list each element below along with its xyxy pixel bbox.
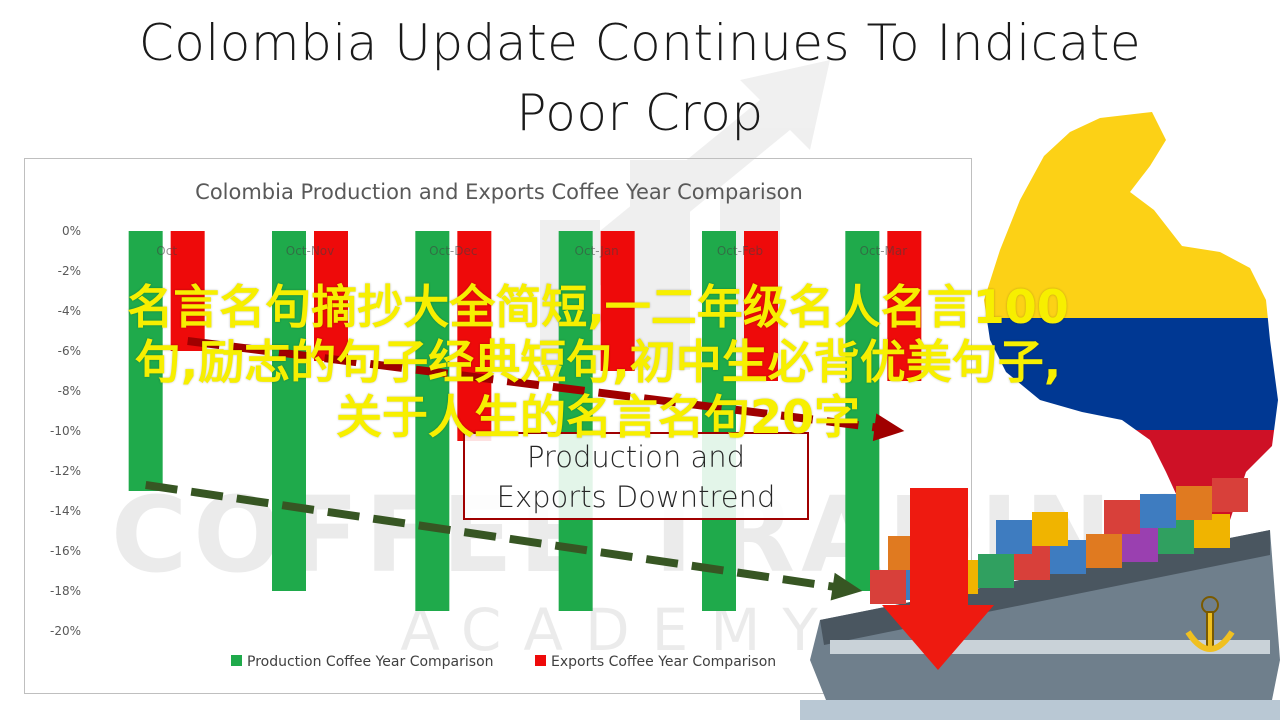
downtrend-line-2: Exports Downtrend — [496, 480, 776, 514]
y-tick-label: -6% — [58, 344, 81, 358]
legend-production-label: Production Coffee Year Comparison — [247, 654, 494, 670]
legend: Production Coffee Year Comparison Exports… — [231, 654, 776, 670]
category-label: Oct-Nov — [286, 244, 335, 258]
headline-line-1: Colombia Update Continues To Indicate — [138, 14, 1142, 72]
production-trend-arrowhead — [830, 572, 863, 601]
y-tick-label: -12% — [50, 464, 81, 478]
y-tick-label: -10% — [50, 424, 81, 438]
production-bar — [128, 231, 163, 491]
headline-line-2: Poor Crop — [516, 84, 764, 142]
production-bar — [272, 231, 306, 591]
category-label: Oct-Dec — [429, 244, 477, 258]
y-tick-label: -2% — [58, 264, 81, 278]
exports-bar — [314, 231, 348, 361]
red-down-arrow — [882, 488, 994, 670]
chart-frame: Colombia Production and Exports Coffee Y… — [24, 158, 972, 694]
y-tick-label: -16% — [50, 544, 81, 558]
legend-exports-label: Exports Coffee Year Comparison — [551, 654, 776, 670]
overlay-caption: 名言名句摘抄大全简短,一二年级名人名言100 句,励志的句子经典短句,初中生必背… — [8, 280, 1188, 445]
category-label: Oct-Mar — [859, 244, 907, 258]
production-trend-arrow — [145, 481, 842, 592]
watermark-sub: ACADEMY — [400, 596, 840, 664]
y-tick-label: -8% — [58, 384, 81, 398]
legend-exports-swatch — [535, 655, 546, 666]
coffee-comparison-chart: Colombia Production and Exports Coffee Y… — [50, 180, 922, 670]
category-labels: Oct Oct-Nov Oct-Dec Oct-Jan Oct-Feb Oct-Mar — [156, 244, 907, 258]
anchor-icon — [1185, 596, 1235, 652]
exports-trend-arrowhead — [872, 413, 905, 442]
y-tick-label: -4% — [58, 304, 81, 318]
colombia-map-ship-illustration — [800, 112, 1280, 720]
category-label: Oct-Jan — [575, 244, 619, 258]
trendlines — [145, 337, 905, 601]
y-tick-label: -18% — [50, 584, 81, 598]
exports-bar — [600, 231, 635, 371]
overlay-line-2: 句,励志的句子经典短句,初中生必背优美句子, — [134, 335, 1062, 389]
y-tick-label: 0% — [62, 224, 81, 238]
category-label: Oct-Feb — [717, 244, 763, 258]
exports-bar — [170, 231, 205, 351]
exports-bar — [887, 231, 922, 381]
headline: Colombia Update Continues To Indicate Po… — [0, 8, 1280, 148]
y-axis: 0% -2% -4% -6% -8% -10% -12% -14% -16% -18% -20% — [50, 224, 81, 638]
overlay-line-1: 名言名句摘抄大全简短,一二年级名人名言100 — [127, 280, 1069, 334]
exports-bar — [744, 231, 778, 381]
production-bar — [702, 231, 736, 611]
bars — [128, 231, 922, 611]
downtrend-annotation: Production and Exports Downtrend — [463, 432, 809, 520]
container-ship — [800, 478, 1280, 720]
downtrend-line-1: Production and — [526, 440, 746, 474]
y-tick-label: -14% — [50, 504, 81, 518]
legend-production-swatch — [231, 655, 242, 666]
exports-bar — [457, 231, 492, 441]
production-bar — [845, 231, 880, 591]
overlay-line-3: 关于人生的名言名句20字 — [335, 390, 860, 444]
production-bar — [415, 231, 450, 611]
y-tick-label: -20% — [50, 624, 81, 638]
exports-trend-arrow — [187, 337, 884, 433]
chart-title: Colombia Production and Exports Coffee Y… — [195, 180, 803, 204]
category-label: Oct — [156, 244, 177, 258]
